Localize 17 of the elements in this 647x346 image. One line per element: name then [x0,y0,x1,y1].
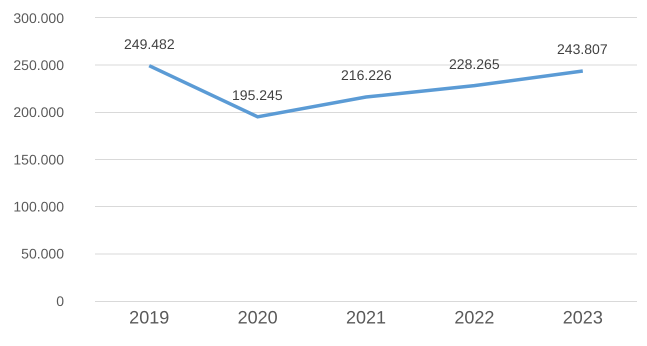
y-tick-label: 300.000 [13,10,64,26]
x-tick-label: 2022 [454,308,494,328]
x-tick-label: 2021 [346,308,386,328]
data-label: 228.265 [449,56,500,72]
data-label: 216.226 [341,67,392,83]
y-tick-label: 100.000 [13,198,64,215]
data-label: 195.245 [232,87,283,103]
x-tick-label: 2020 [238,308,278,328]
y-tick-label: 50.000 [21,246,64,262]
x-tick-label: 2019 [129,308,170,328]
data-label: 243.807 [557,41,608,57]
x-tick-label: 2023 [562,308,603,328]
y-tick-label: 150.000 [13,151,64,168]
data-label: 249.482 [124,36,175,52]
y-tick-label: 0 [56,292,64,309]
y-tick-label: 200.000 [13,104,64,120]
y-tick-label: 250.000 [13,57,64,74]
